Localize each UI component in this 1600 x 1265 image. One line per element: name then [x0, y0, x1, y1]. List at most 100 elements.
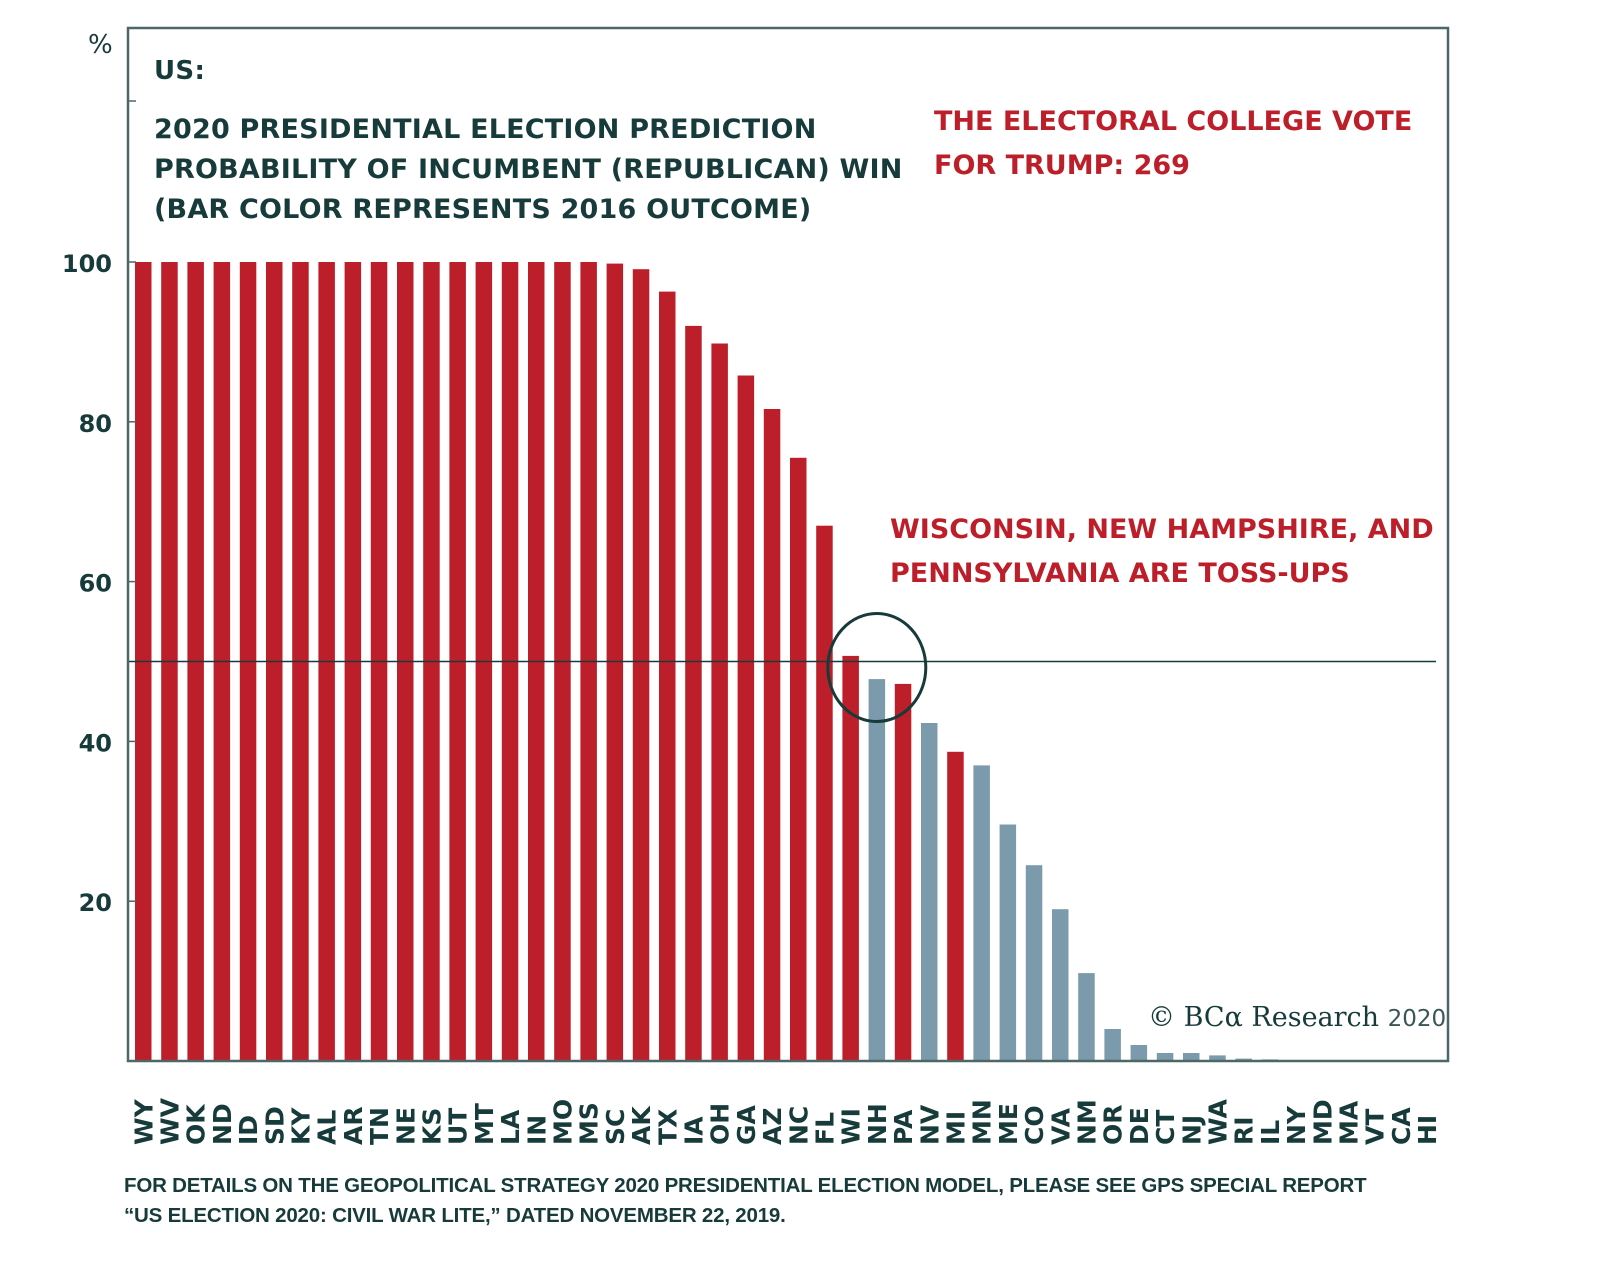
x-tick-label: NV [915, 1104, 944, 1145]
y-tick-label: 40 [79, 729, 112, 757]
x-tick-label: AK [627, 1105, 656, 1145]
chart-title-prefix: US: [154, 56, 206, 86]
x-tick-label: IA [679, 1116, 708, 1145]
bar-mn [973, 765, 990, 1061]
x-tick-label: AZ [758, 1108, 787, 1145]
x-tick-label: NY [1282, 1105, 1311, 1145]
bar-ct [1156, 1053, 1174, 1061]
copyright-notice: © BCα Research 2020 [1148, 1002, 1446, 1033]
x-tick-label: MA [1335, 1100, 1364, 1145]
copyright-brand: © BCα Research [1148, 1002, 1380, 1033]
footnote: FOR DETAILS ON THE GEOPOLITICAL STRATEGY… [124, 1171, 1367, 1231]
bar-nm [1078, 973, 1095, 1061]
bar-pa [894, 683, 912, 1061]
x-tick-label: VT [1361, 1109, 1390, 1145]
toss-up-highlight-circle [826, 612, 928, 723]
x-tick-label: WI [837, 1108, 866, 1145]
y-tick-label: 100 [62, 250, 112, 278]
chart-title-line: 2020 PRESIDENTIAL ELECTION PREDICTION [154, 114, 817, 145]
bar-nc [790, 457, 807, 1061]
chart-title-line: PROBABILITY OF INCUMBENT (REPUBLICAN) WI… [154, 154, 903, 185]
bar-wi [842, 655, 859, 1061]
x-tick-label: HI [1413, 1115, 1442, 1145]
x-tick-label: TX [653, 1109, 682, 1145]
bar-me [999, 824, 1017, 1061]
bar-mi [947, 751, 964, 1061]
x-tick-label: AL [313, 1110, 342, 1145]
x-tick-label: KY [286, 1107, 315, 1145]
y-tick-label: 80 [79, 410, 112, 438]
plot-frame [126, 26, 1450, 1063]
bar-nh [868, 679, 886, 1061]
chart-title: US: 2020 PRESIDENTIAL ELECTION PREDICTIO… [154, 56, 903, 230]
x-tick-label: WY [129, 1098, 158, 1145]
x-tick-label: KS [417, 1108, 446, 1145]
x-tick-label: SC [601, 1109, 630, 1145]
x-tick-label: PA [889, 1109, 918, 1145]
x-tick-label: ND [208, 1103, 237, 1145]
bar-nv [921, 723, 938, 1061]
x-tick-label: NC [784, 1106, 813, 1145]
x-tick-label: NJ [1177, 1115, 1206, 1145]
x-axis-group: WYWVOKNDIDSDKYALARTNNEKSUTMTLAINMOMSSCAK… [129, 1097, 1442, 1145]
x-tick-label: MN [968, 1099, 997, 1145]
chart-title-line: (BAR COLOR REPRESENTS 2016 OUTCOME) [154, 194, 812, 225]
bar-va [1052, 909, 1069, 1061]
annotation-line: PENNSYLVANIA ARE TOSS-UPS [890, 558, 1350, 589]
bar-co [1025, 865, 1043, 1061]
x-tick-label: LA [496, 1109, 525, 1145]
plot-frame-group [126, 26, 1450, 1063]
bar-sc [606, 263, 624, 1062]
bar-oh [711, 343, 728, 1061]
x-tick-label: ME [994, 1103, 1023, 1145]
x-tick-label: DE [1125, 1107, 1154, 1145]
x-tick-label: GA [732, 1104, 761, 1145]
x-tick-label: SD [260, 1106, 289, 1145]
bar-ga [737, 375, 755, 1061]
annotation-line: WISCONSIN, NEW HAMPSHIRE, AND [890, 514, 1434, 545]
bar-ak [632, 269, 650, 1061]
y-axis-unit-label: % [88, 30, 113, 60]
x-tick-label: NH [863, 1103, 892, 1145]
x-tick-label: TN [365, 1107, 394, 1145]
x-tick-label: MS [575, 1102, 604, 1145]
x-tick-label: UT [444, 1108, 473, 1145]
x-tick-label: OK [182, 1103, 211, 1145]
y-tick-label: 20 [79, 889, 112, 917]
y-tick-label: 60 [79, 570, 112, 598]
x-tick-label: AR [339, 1106, 368, 1145]
bar-wa [1209, 1055, 1226, 1061]
x-tick-label: CA [1387, 1107, 1416, 1145]
x-tick-label: NE [391, 1107, 420, 1145]
bar-or [1104, 1029, 1121, 1061]
reference-line-group [128, 612, 1436, 723]
x-tick-label: OH [706, 1103, 735, 1145]
x-tick-label: WA [1204, 1099, 1233, 1145]
x-tick-label: MI [941, 1111, 970, 1145]
footnote-line: “US ELECTION 2020: CIVIL WAR LITE,” DATE… [124, 1204, 786, 1227]
bar-nj [1183, 1053, 1200, 1061]
x-tick-label: MT [470, 1103, 499, 1145]
annotation-line: FOR TRUMP: 269 [934, 150, 1190, 181]
bar-tx [659, 291, 676, 1062]
bar-fl [816, 525, 833, 1061]
bar-az [763, 409, 781, 1061]
x-tick-label: RI [1230, 1116, 1259, 1145]
footnote-line: FOR DETAILS ON THE GEOPOLITICAL STRATEGY… [124, 1174, 1367, 1197]
x-tick-label: ID [234, 1115, 263, 1145]
copyright-year: 2020 [1387, 1006, 1447, 1032]
electoral-college-annotation: THE ELECTORAL COLLEGE VOTE FOR TRUMP: 26… [934, 100, 1412, 188]
x-tick-label: WV [155, 1097, 184, 1145]
y-axis-group: 20 40 60 80 100 [62, 100, 136, 917]
x-tick-label: IN [522, 1115, 551, 1145]
x-tick-label: CT [1151, 1110, 1180, 1145]
x-tick-label: VA [1046, 1107, 1075, 1145]
x-tick-label: MD [1308, 1099, 1337, 1145]
x-tick-label: OR [1099, 1104, 1128, 1145]
bar-ia [685, 325, 702, 1061]
annotation-line: THE ELECTORAL COLLEGE VOTE [934, 106, 1413, 137]
bar-de [1130, 1045, 1148, 1061]
bars-group [135, 262, 1279, 1062]
x-tick-label: NM [1072, 1099, 1101, 1145]
